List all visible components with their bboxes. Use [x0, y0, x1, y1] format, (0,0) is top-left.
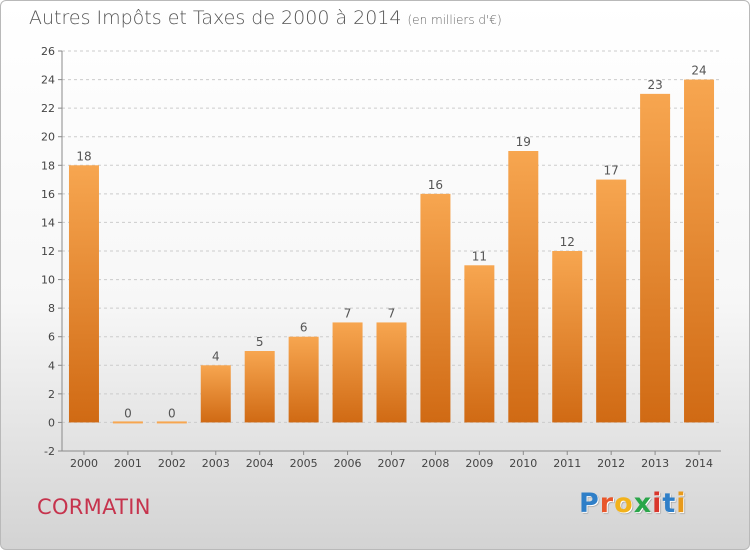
data-label: 16 [428, 178, 443, 192]
logo-letter: P [579, 488, 600, 519]
bar [640, 93, 671, 423]
bar [376, 322, 407, 423]
y-tick-label: 4 [48, 359, 55, 372]
y-tick-label: 24 [41, 74, 55, 87]
bar [156, 421, 187, 424]
x-tick-label: 2008 [421, 457, 449, 470]
x-tick-label: 2013 [641, 457, 669, 470]
logo-letter: r [599, 488, 615, 519]
y-tick-label: 26 [41, 45, 55, 58]
x-tick-label: 2000 [70, 457, 98, 470]
x-tick-label: 2006 [334, 457, 362, 470]
data-label: 24 [691, 64, 706, 78]
bar [200, 365, 231, 423]
y-tick-label: 16 [41, 188, 55, 201]
x-tick-label: 2014 [685, 457, 713, 470]
x-tick-label: 2001 [114, 457, 142, 470]
bar [464, 265, 495, 423]
data-label: 0 [168, 406, 176, 420]
data-label: 6 [300, 321, 308, 335]
y-tick-label: 0 [48, 416, 55, 429]
bar [420, 193, 451, 423]
data-label: 23 [647, 78, 662, 92]
data-label: 7 [344, 306, 352, 320]
x-tick-label: 2007 [378, 457, 406, 470]
bar [596, 179, 627, 423]
data-label: 19 [516, 135, 531, 149]
x-tick-label: 2012 [597, 457, 625, 470]
bars [68, 79, 715, 424]
data-label: 0 [124, 406, 132, 420]
proxiti-logo: Proxiti [579, 488, 687, 519]
chart-title-text: Autres Impôts et Taxes de 2000 à 2014 [29, 7, 402, 29]
x-tick-label: 2009 [465, 457, 493, 470]
bar [508, 151, 539, 423]
bar [112, 421, 143, 424]
data-label: 18 [76, 149, 91, 163]
bar [684, 79, 715, 423]
data-label: 12 [560, 235, 575, 249]
data-label: 17 [604, 164, 619, 178]
y-tick-label: 18 [41, 159, 55, 172]
bar [552, 251, 583, 423]
y-tick-label: 10 [41, 274, 55, 287]
bar [68, 165, 99, 423]
logo-letter: x [633, 488, 653, 519]
y-tick-label: 20 [41, 131, 55, 144]
x-tick-label: 2002 [158, 457, 186, 470]
x-tick-label: 2003 [202, 457, 230, 470]
logo-letter: o [614, 488, 634, 519]
y-tick-label: 6 [48, 331, 55, 344]
data-label: 11 [472, 249, 487, 263]
y-tick-label: 12 [41, 245, 55, 258]
x-tick-label: 2005 [290, 457, 318, 470]
bar [332, 322, 363, 423]
x-tick-label: 2004 [246, 457, 274, 470]
data-label: 4 [212, 349, 220, 363]
y-tick-label: -2 [44, 445, 55, 458]
bar [244, 351, 275, 423]
y-tick-label: 2 [48, 388, 55, 401]
logo-letter: i [652, 488, 663, 519]
y-tick-label: 8 [48, 302, 55, 315]
chart-unit: (en milliers d'€) [407, 13, 502, 27]
logo-letter: i [676, 488, 687, 519]
data-label: 5 [256, 335, 264, 349]
commune-name: CORMATIN [37, 495, 151, 519]
x-tick-label: 2010 [509, 457, 537, 470]
chart-title: Autres Impôts et Taxes de 2000 à 2014 (en… [29, 7, 502, 29]
logo-letter: t [662, 488, 677, 519]
y-tick-label: 14 [41, 216, 55, 229]
y-tick-label: 22 [41, 102, 55, 115]
bar [288, 336, 319, 423]
x-tick-label: 2011 [553, 457, 581, 470]
data-labels: 18 0 0 4 5 6 7 7 16 11 19 12 17 23 24 [76, 64, 706, 421]
data-label: 7 [388, 306, 396, 320]
